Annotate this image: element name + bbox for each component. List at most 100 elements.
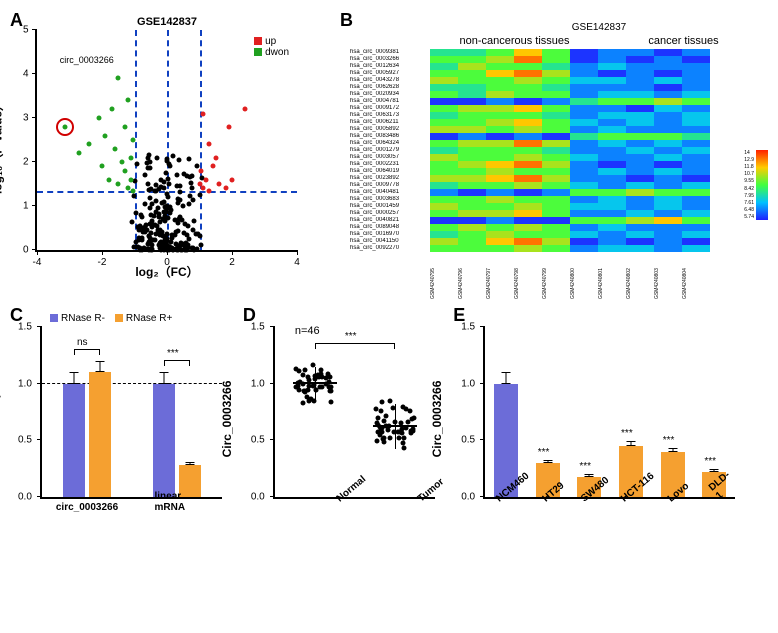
- volcano-highlight-circle: [56, 118, 74, 136]
- volcano-point-down: [113, 146, 118, 151]
- heatmap-row-label: hsa_circ_0041150: [350, 238, 430, 245]
- heatmap-col-label: GSM4240799: [542, 259, 570, 299]
- volcano-point-up: [204, 177, 209, 182]
- chart-ytick: 0.0: [18, 492, 32, 503]
- heatmap-row-label: hsa_circ_0009172: [350, 105, 430, 112]
- panel-d-n-label: n=46: [295, 325, 320, 337]
- volcano-point-up: [200, 111, 205, 116]
- heatmap-row-labels: hsa_circ_0009381hsa_circ_0003266hsa_circ…: [350, 49, 430, 259]
- heatmap-row-label: hsa_circ_0092270: [350, 245, 430, 252]
- heatmap-row-label: hsa_circ_0009381: [350, 49, 430, 56]
- volcano-xtick: -2: [98, 257, 107, 268]
- panel-d-sig: ***: [345, 331, 357, 342]
- volcano-point-down: [122, 124, 127, 129]
- volcano-legend: updwon: [254, 36, 289, 58]
- heatmap-row-label: hsa_circ_0005892: [350, 126, 430, 133]
- heatmap-col-label: GSM4240804: [682, 259, 710, 299]
- chart-ytick: 0.0: [461, 492, 475, 503]
- panel-b: B GSE142837 non-cancerous tissues cancer…: [340, 10, 768, 299]
- volcano-ytick: 4: [23, 69, 29, 80]
- volcano-point-down: [106, 177, 111, 182]
- chart-ytick: 0.0: [251, 492, 265, 503]
- heatmap-colorbar: [756, 150, 768, 220]
- volcano-xtick: 2: [229, 257, 235, 268]
- volcano-point-up: [217, 182, 222, 187]
- panel-c-xtick: linear mRNA: [155, 491, 200, 513]
- heatmap-row-label: hsa_circ_0062628: [350, 84, 430, 91]
- volcano-point-down: [87, 142, 92, 147]
- chart-ytick: 1.0: [251, 378, 265, 389]
- panel-c-bar: [63, 384, 85, 497]
- chart-ytick: 1.5: [461, 322, 475, 333]
- panel-c-legend: RNase R-RNase R+: [50, 313, 172, 324]
- volcano-point-down: [116, 182, 121, 187]
- volcano-point-down: [122, 168, 127, 173]
- panel-e-sig: ***: [621, 428, 633, 439]
- panel-c-chart: Relative RNA expression 0.00.51.01.5circ…: [40, 327, 222, 499]
- volcano-point-down: [103, 133, 108, 138]
- heatmap-row-label: hsa_circ_0002231: [350, 161, 430, 168]
- chart-ytick: 0.5: [251, 435, 265, 446]
- panel-c-ylabel: Relative RNA expression: [0, 348, 1, 490]
- heatmap-row-label: hsa_circ_0020934: [350, 91, 430, 98]
- heatmap-row-label: hsa_circ_0003266: [350, 56, 430, 63]
- panel-d-xtick: Normal: [335, 474, 368, 505]
- volcano-point-up: [207, 188, 212, 193]
- volcano-point-down: [126, 98, 131, 103]
- panel-c-sig: ns: [77, 337, 88, 348]
- volcano-point-up: [199, 168, 204, 173]
- volcano-ytick: 1: [23, 201, 29, 212]
- panel-d: D Circ_0003266 0.00.51.01.5n=46NormalTum…: [243, 309, 445, 499]
- panel-e-sig: ***: [663, 435, 675, 446]
- heatmap-col-label: GSM4240795: [430, 259, 458, 299]
- volcano-xtick: 4: [294, 257, 300, 268]
- volcano-point-up: [200, 186, 205, 191]
- panel-d-ylabel: Circ_0003266: [220, 381, 234, 458]
- panel-e-sig: ***: [538, 447, 550, 458]
- panel-d-chart: Circ_0003266 0.00.51.01.5n=46NormalTumor…: [273, 327, 435, 499]
- heatmap-row-label: hsa_circ_0040821: [350, 217, 430, 224]
- volcano-point-down: [130, 188, 135, 193]
- volcano-ytick: 0: [23, 245, 29, 256]
- heatmap-group-left: non-cancerous tissues: [430, 35, 599, 47]
- panel-e-sig: ***: [704, 456, 716, 467]
- volcano-ytick: 5: [23, 25, 29, 36]
- chart-ytick: 0.5: [461, 435, 475, 446]
- heatmap-row-label: hsa_circ_0012634: [350, 63, 430, 70]
- panel-c: C RNase R-RNase R+ Relative RNA expressi…: [10, 309, 235, 499]
- volcano-point-down: [126, 186, 131, 191]
- heatmap-col-label: GSM4240801: [598, 259, 626, 299]
- chart-ytick: 1.0: [461, 378, 475, 389]
- panel-e: E Circ_0003266 0.00.51.01.5NCM460***HT29…: [453, 309, 768, 499]
- heatmap-col-label: GSM4240798: [514, 259, 542, 299]
- heatmap-row-label: hsa_circ_0064019: [350, 168, 430, 175]
- heatmap-row-label: hsa_circ_0009778: [350, 182, 430, 189]
- heatmap-row-label: hsa_circ_0089048: [350, 224, 430, 231]
- volcano-point-up: [197, 182, 202, 187]
- heatmap-col-label: GSM4240802: [626, 259, 654, 299]
- heatmap-colorbar-ticks: 1412.911.810.79.558.427.957.616.485.74: [744, 150, 754, 220]
- volcano-point-down: [96, 116, 101, 121]
- heatmap-col-label: GSM4240803: [654, 259, 682, 299]
- heatmap-title: GSE142837: [430, 22, 768, 33]
- volcano-xtick: -4: [33, 257, 42, 268]
- heatmap-row-label: hsa_circ_0005927: [350, 70, 430, 77]
- volcano-point-up: [223, 186, 228, 191]
- heatmap-row-label: hsa_circ_0064324: [350, 140, 430, 147]
- heatmap-group-labels: non-cancerous tissues cancer tissues: [430, 35, 768, 47]
- panel-e-ylabel: Circ_0003266: [430, 381, 444, 458]
- heatmap-col-label: GSM4240797: [486, 259, 514, 299]
- volcano-plot: GSE142837 log₂（FC） -log₁₀（P-value） -4-20…: [35, 30, 297, 252]
- volcano-point-down: [77, 151, 82, 156]
- heatmap-grid: [430, 49, 710, 259]
- heatmap-group-right: cancer tissues: [599, 35, 768, 47]
- heatmap-row-label: hsa_circ_0001459: [350, 203, 430, 210]
- volcano-xtick: 0: [164, 257, 170, 268]
- heatmap-row-label: hsa_circ_0083486: [350, 133, 430, 140]
- volcano-point-up: [243, 107, 248, 112]
- volcano-point-down: [129, 155, 134, 160]
- panel-e-chart: Circ_0003266 0.00.51.01.5NCM460***HT29**…: [483, 327, 735, 499]
- heatmap-row-label: hsa_circ_0040481: [350, 189, 430, 196]
- panel-a: A GSE142837 log₂（FC） -log₁₀（P-value） -4-…: [10, 10, 330, 299]
- volcano-ytick: 2: [23, 157, 29, 168]
